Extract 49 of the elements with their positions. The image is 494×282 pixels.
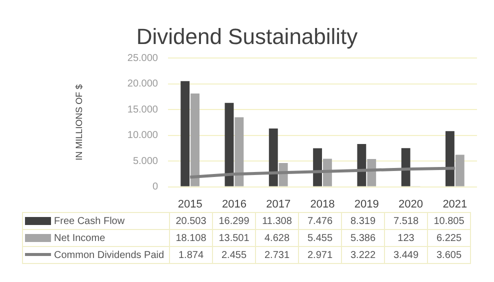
- legend-label: Net Income: [22, 230, 170, 246]
- data-label: 3.605: [428, 246, 470, 264]
- bar: [455, 154, 464, 186]
- bar: [313, 148, 322, 186]
- data-label: 7.518: [384, 212, 428, 230]
- x-tick-label: 2020: [398, 198, 424, 210]
- data-label: 11.308: [256, 212, 298, 230]
- x-tick-label: 2021: [442, 198, 468, 210]
- y-tick-label: 5.000: [132, 156, 158, 167]
- bar: [401, 148, 410, 186]
- x-tick-label: 2015: [178, 198, 202, 210]
- chart-title: Dividend Sustainability: [136, 24, 358, 50]
- data-label: 7.476: [298, 212, 342, 230]
- x-tick-label: 2016: [222, 198, 246, 210]
- y-axis-title: IN MILLIONS OF $: [74, 84, 84, 160]
- x-tick-label: 2017: [266, 198, 291, 210]
- legend-label: Common Dividends Paid: [22, 246, 170, 264]
- data-label: 6.225: [428, 230, 470, 246]
- data-label: 2.731: [256, 246, 298, 264]
- x-tick-label: 2019: [354, 198, 379, 210]
- y-tick-label: 0: [152, 182, 158, 193]
- bar: [224, 102, 234, 186]
- bar: [190, 94, 200, 186]
- data-label: 18.108: [170, 230, 212, 246]
- data-label: 10.805: [428, 212, 470, 230]
- data-label: 5.455: [298, 230, 342, 246]
- y-tick-label: 10.000: [127, 130, 158, 142]
- data-label: 8.319: [342, 212, 384, 230]
- y-tick-label: 20.000: [127, 78, 158, 90]
- legend-label: Free Cash Flow: [22, 212, 170, 230]
- bar: [357, 144, 366, 186]
- bar: [180, 81, 190, 186]
- data-label: 4.628: [256, 230, 298, 246]
- bar: [445, 131, 454, 186]
- data-label: 2.455: [212, 246, 256, 264]
- data-label: 123: [384, 230, 428, 246]
- data-label: 20.503: [170, 212, 212, 230]
- y-tick-label: 25.000: [127, 52, 158, 64]
- data-label: 5.386: [342, 230, 384, 246]
- bar: [234, 117, 244, 186]
- bar: [268, 128, 278, 186]
- data-label: 3.222: [342, 246, 384, 264]
- x-tick-label: 2018: [310, 198, 335, 210]
- data-label: 2.971: [298, 246, 342, 264]
- data-label: 13.501: [212, 230, 256, 246]
- data-label: 16.299: [212, 212, 256, 230]
- y-tick-label: 15.000: [127, 104, 158, 116]
- data-label: 3.449: [384, 246, 428, 264]
- data-label: 1.874: [170, 246, 212, 264]
